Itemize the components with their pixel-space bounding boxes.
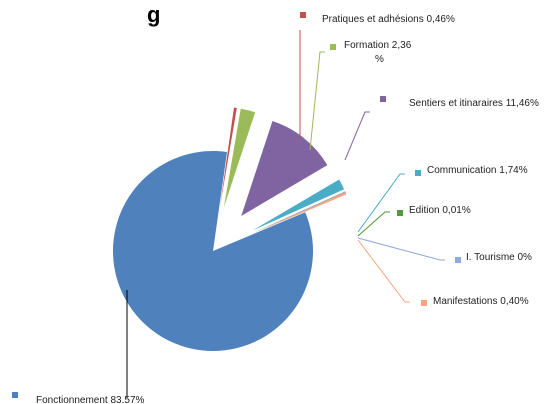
pie-slice-fonctionnement: [112, 151, 314, 351]
pie-slices: [112, 107, 347, 351]
slice-labels: Pratiques et adhésions 0,46% Formation 2,…: [12, 12, 539, 404]
leader-line: [357, 239, 410, 303]
pie-slice-i-tourisme: [254, 191, 346, 233]
pie-slice-sentiers-et-itinaraires: [241, 120, 328, 216]
legend-marker: [415, 170, 421, 176]
leader-line: [309, 51, 325, 151]
pie-slice-pratiques-et-adh-sions: [219, 107, 237, 207]
legend-marker: [380, 96, 386, 102]
pie-slice-manifestations: [254, 192, 347, 234]
leader-line: [357, 211, 390, 237]
leader-line: [357, 173, 405, 233]
leader-line: [344, 111, 370, 161]
pie-slice-formation: [223, 108, 256, 208]
leader-lines: [126, 30, 445, 398]
slice-label: I. Tourisme 0%: [466, 252, 532, 263]
slice-label: Pratiques et adhésions 0,46%: [322, 14, 455, 25]
legend-marker: [300, 12, 306, 18]
pie-slice-communication: [252, 179, 345, 231]
slice-label: %: [375, 54, 384, 65]
slice-label: Manifestations 0,40%: [433, 296, 529, 307]
legend-marker: [397, 210, 403, 216]
slice-label: Fonctionnement 83.57%: [36, 395, 145, 404]
legend-marker: [421, 300, 427, 306]
slice-label: Edition 0,01%: [409, 205, 471, 216]
slice-label: Sentiers et itinaraires 11,46%: [409, 98, 539, 109]
leader-line: [357, 237, 445, 261]
legend-marker: [12, 392, 18, 398]
chart-title-fragment: g: [147, 2, 160, 27]
slice-label: Formation 2,36: [344, 40, 412, 51]
legend-marker: [330, 44, 336, 50]
slice-label: Communication 1,74%: [427, 165, 528, 176]
legend-marker: [455, 257, 461, 263]
